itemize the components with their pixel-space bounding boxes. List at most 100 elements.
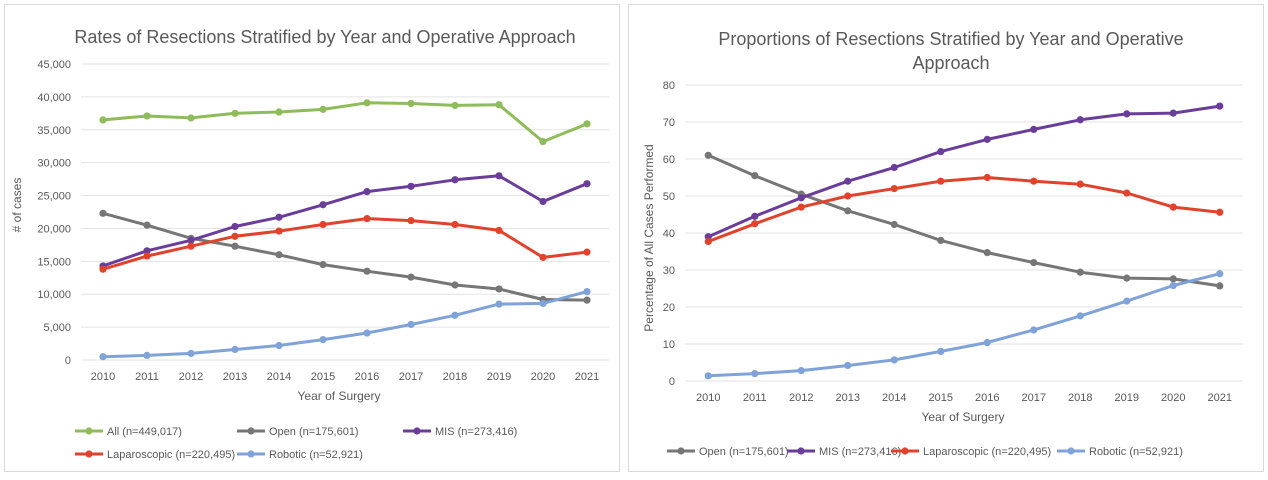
- data-point-mis: [143, 247, 151, 255]
- y-tick-label: 30,000: [37, 158, 71, 170]
- y-tick-label: 10,000: [37, 289, 71, 301]
- y-tick-label: 20,000: [37, 223, 71, 235]
- y-tick-label: 40: [663, 228, 675, 240]
- data-point-robotic: [99, 353, 107, 361]
- data-point-open: [451, 281, 459, 289]
- data-point-robotic: [1216, 270, 1224, 278]
- data-point-mis: [844, 177, 852, 185]
- data-point-all: [495, 101, 503, 109]
- x-tick-label: 2010: [91, 371, 115, 383]
- y-tick-label: 50: [663, 191, 675, 203]
- data-point-robotic: [704, 372, 712, 380]
- data-point-open: [704, 151, 712, 159]
- data-point-all: [583, 120, 591, 128]
- data-point-all: [99, 116, 107, 124]
- data-point-open: [99, 209, 107, 217]
- data-point-robotic: [231, 345, 239, 354]
- y-tick-label: 30: [663, 265, 675, 277]
- data-point-robotic: [319, 336, 327, 344]
- legend-label: Laparoscopic (n=220,495): [107, 449, 235, 461]
- legend-label: MIS (n=273,416): [819, 446, 901, 458]
- data-point-mis: [451, 176, 459, 184]
- x-tick-label: 2021: [575, 371, 599, 383]
- data-point-robotic: [844, 361, 852, 370]
- legend-swatch-marker: [413, 427, 421, 435]
- series-line-robotic: [706, 272, 1222, 378]
- x-tick-label: 2021: [1208, 392, 1232, 404]
- x-tick-label: 2011: [135, 371, 159, 383]
- data-point-mis: [231, 222, 239, 231]
- data-point-robotic: [539, 299, 547, 308]
- data-point-open: [1123, 274, 1131, 282]
- data-point-robotic: [143, 351, 151, 359]
- data-point-laparoscopic: [983, 173, 991, 182]
- x-axis-title: Year of Surgery: [922, 410, 1005, 424]
- data-point-mis: [187, 236, 195, 244]
- chart-title-line-2: Approach: [912, 53, 989, 73]
- data-point-laparoscopic: [187, 242, 195, 250]
- x-tick-label: 2013: [223, 371, 247, 383]
- data-point-mis: [1030, 125, 1038, 133]
- data-point-open: [583, 296, 591, 304]
- x-tick-label: 2018: [1068, 392, 1092, 404]
- data-point-open: [231, 242, 239, 250]
- data-point-all: [407, 99, 415, 108]
- data-point-robotic: [583, 287, 591, 296]
- data-point-open: [937, 236, 945, 244]
- chart-title-line-1: Proportions of Resections Stratified by …: [718, 29, 1183, 49]
- data-point-mis: [363, 188, 371, 196]
- x-tick-label: 2017: [399, 371, 423, 383]
- data-point-mis: [319, 201, 327, 209]
- legend-swatch-marker: [247, 450, 255, 458]
- chart-case-counts: Rates of Resections Stratified by Year a…: [10, 27, 609, 461]
- data-point-mis: [983, 135, 991, 143]
- legend-swatch-marker: [85, 427, 93, 435]
- y-tick-label: 25,000: [37, 191, 71, 203]
- data-point-mis: [583, 180, 591, 188]
- data-point-open: [363, 267, 371, 275]
- y-tick-label: 0: [669, 376, 675, 388]
- x-tick-label: 2011: [743, 392, 767, 404]
- data-point-open: [495, 285, 503, 293]
- chart-proportions: Proportions of Resections Stratified by …: [642, 29, 1243, 458]
- series-line-robotic: [101, 290, 589, 359]
- legend-item-robotic: Robotic (n=52,921): [237, 449, 363, 461]
- chart-panel-proportions: Proportions of Resections Stratified by …: [628, 4, 1264, 472]
- legend-item-all: All (n=449,017): [75, 426, 182, 438]
- y-tick-label: 35,000: [37, 125, 71, 137]
- x-tick-label: 2014: [882, 392, 906, 404]
- data-point-robotic: [1123, 297, 1131, 305]
- data-point-robotic: [275, 341, 283, 350]
- data-point-all: [143, 112, 151, 120]
- x-tick-label: 2016: [975, 392, 999, 404]
- data-point-mis: [275, 213, 283, 221]
- data-point-laparoscopic: [751, 220, 759, 228]
- data-point-open: [1169, 275, 1177, 283]
- y-axis-title: # of cases: [10, 178, 24, 233]
- data-point-laparoscopic: [1169, 203, 1177, 211]
- data-point-laparoscopic: [937, 177, 945, 185]
- data-point-laparoscopic: [1216, 208, 1224, 216]
- data-point-mis: [1076, 116, 1084, 124]
- y-tick-label: 15,000: [37, 256, 71, 268]
- y-tick-label: 60: [663, 154, 675, 166]
- data-point-laparoscopic: [704, 237, 712, 246]
- series-line-mis: [706, 104, 1222, 239]
- x-tick-label: 2013: [836, 392, 860, 404]
- y-tick-label: 5,000: [43, 322, 71, 334]
- data-point-laparoscopic: [1076, 180, 1084, 188]
- data-point-mis: [539, 197, 547, 206]
- legend-item-open: Open (n=175,601): [667, 446, 789, 458]
- data-point-laparoscopic: [143, 252, 151, 260]
- data-point-laparoscopic: [363, 214, 371, 223]
- y-tick-label: 20: [663, 302, 675, 314]
- chart-title: Rates of Resections Stratified by Year a…: [74, 27, 575, 47]
- data-point-laparoscopic: [1030, 177, 1038, 185]
- data-point-robotic: [451, 311, 459, 319]
- y-tick-label: 0: [65, 355, 71, 367]
- legend-label: Open (n=175,601): [269, 426, 359, 438]
- data-point-laparoscopic: [451, 220, 459, 229]
- data-point-laparoscopic: [1123, 189, 1131, 197]
- data-point-mis: [890, 163, 898, 172]
- y-tick-label: 10: [663, 339, 675, 351]
